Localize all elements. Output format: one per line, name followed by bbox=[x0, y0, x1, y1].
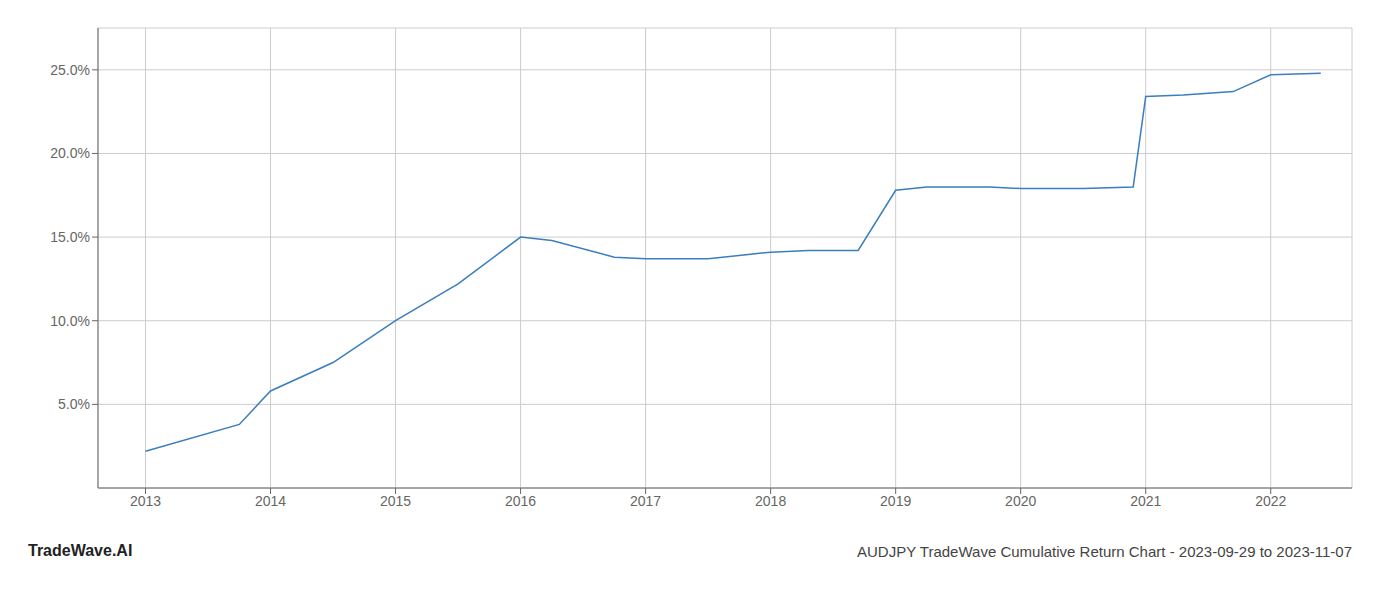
svg-text:2016: 2016 bbox=[505, 493, 536, 509]
svg-text:5.0%: 5.0% bbox=[58, 396, 90, 412]
svg-text:20.0%: 20.0% bbox=[50, 145, 90, 161]
svg-text:2021: 2021 bbox=[1130, 493, 1161, 509]
svg-text:2014: 2014 bbox=[255, 493, 286, 509]
svg-text:10.0%: 10.0% bbox=[50, 313, 90, 329]
svg-text:2022: 2022 bbox=[1255, 493, 1286, 509]
svg-text:2018: 2018 bbox=[755, 493, 786, 509]
svg-text:2020: 2020 bbox=[1005, 493, 1036, 509]
svg-text:2017: 2017 bbox=[630, 493, 661, 509]
html-text:AUDJPY TradeWave Cumulative Re: AUDJPY TradeWave Cumulative Return Chart… bbox=[857, 543, 1352, 560]
svg-text:2013: 2013 bbox=[130, 493, 161, 509]
svg-text:2015: 2015 bbox=[380, 493, 411, 509]
svg-text:15.0%: 15.0% bbox=[50, 229, 90, 245]
html-text:TradeWave.AI: TradeWave.AI bbox=[28, 542, 133, 559]
svg-text:2019: 2019 bbox=[880, 493, 911, 509]
svg-text:25.0%: 25.0% bbox=[50, 62, 90, 78]
